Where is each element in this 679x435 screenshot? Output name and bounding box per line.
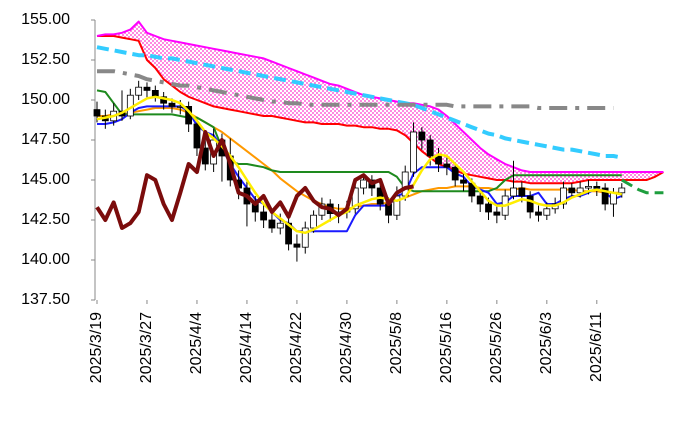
candle-body	[276, 222, 284, 229]
line-series	[96, 89, 622, 193]
candle-body	[168, 102, 176, 107]
y-tick-label: 150.00	[21, 91, 70, 108]
candle-body	[535, 211, 542, 216]
candle-body	[310, 214, 317, 229]
candle-body	[593, 185, 601, 189]
candle-body	[268, 219, 276, 229]
y-tick-label: 142.50	[21, 211, 70, 228]
y-tick-label: 152.50	[21, 51, 70, 68]
candle-body	[543, 208, 551, 216]
candle-body	[618, 187, 626, 194]
x-tick-label: 2025/6/11	[588, 312, 605, 382]
candle-body	[493, 211, 501, 216]
candle-body	[601, 187, 609, 205]
candle-body	[418, 131, 426, 141]
candle-body	[526, 195, 534, 213]
candle-body	[443, 163, 451, 168]
candle-body	[560, 187, 567, 205]
y-tick-label: 147.50	[21, 131, 70, 148]
line-series	[96, 95, 623, 235]
candle-body	[360, 179, 367, 189]
x-tick-label: 2025/4/4	[188, 312, 205, 374]
x-tick-label: 2025/6/3	[538, 312, 555, 374]
candle-body	[143, 86, 151, 91]
y-tick-label: 145.00	[21, 171, 70, 188]
candle-body	[451, 166, 459, 181]
x-tick-label: 2025/5/16	[438, 312, 455, 383]
candle-body	[193, 123, 201, 149]
candle-body	[435, 155, 442, 165]
x-tick-label: 2025/4/22	[288, 312, 305, 383]
candle-body	[510, 187, 517, 197]
candle-body	[585, 185, 592, 189]
line-series	[97, 69, 614, 110]
candle-body	[476, 195, 484, 205]
x-tick-label: 2025/4/30	[338, 312, 355, 383]
line-series	[621, 178, 664, 195]
candle-body	[568, 187, 576, 194]
x-tick-label: 2025/3/27	[138, 312, 155, 383]
candle-body	[376, 187, 384, 205]
line-series	[97, 35, 664, 185]
y-tick-label: 155.00	[21, 11, 70, 28]
candle-body	[351, 187, 359, 210]
candle-body	[518, 187, 526, 197]
cloud	[97, 21, 664, 184]
candle-body	[576, 187, 584, 194]
candle-body	[93, 109, 101, 117]
candle-body	[260, 211, 268, 221]
candle-body	[485, 203, 492, 213]
x-tick-label: 2025/4/14	[238, 312, 255, 383]
line-series	[95, 130, 414, 230]
x-tick-label: 2025/5/26	[488, 312, 505, 383]
candle-body	[410, 131, 417, 173]
x-tick-label: 2025/5/8	[388, 312, 405, 374]
candle-body	[426, 139, 434, 157]
line-series	[97, 107, 622, 210]
candle-body	[293, 243, 301, 248]
candle-body	[285, 222, 292, 245]
x-tick-label: 2025/3/19	[88, 312, 105, 383]
y-tick-label: 137.50	[21, 291, 70, 308]
candle-body	[135, 86, 143, 96]
y-tick-label: 140.00	[21, 251, 70, 268]
candle-body	[460, 179, 467, 184]
candle-body	[301, 227, 309, 248]
candle-body	[610, 192, 617, 205]
